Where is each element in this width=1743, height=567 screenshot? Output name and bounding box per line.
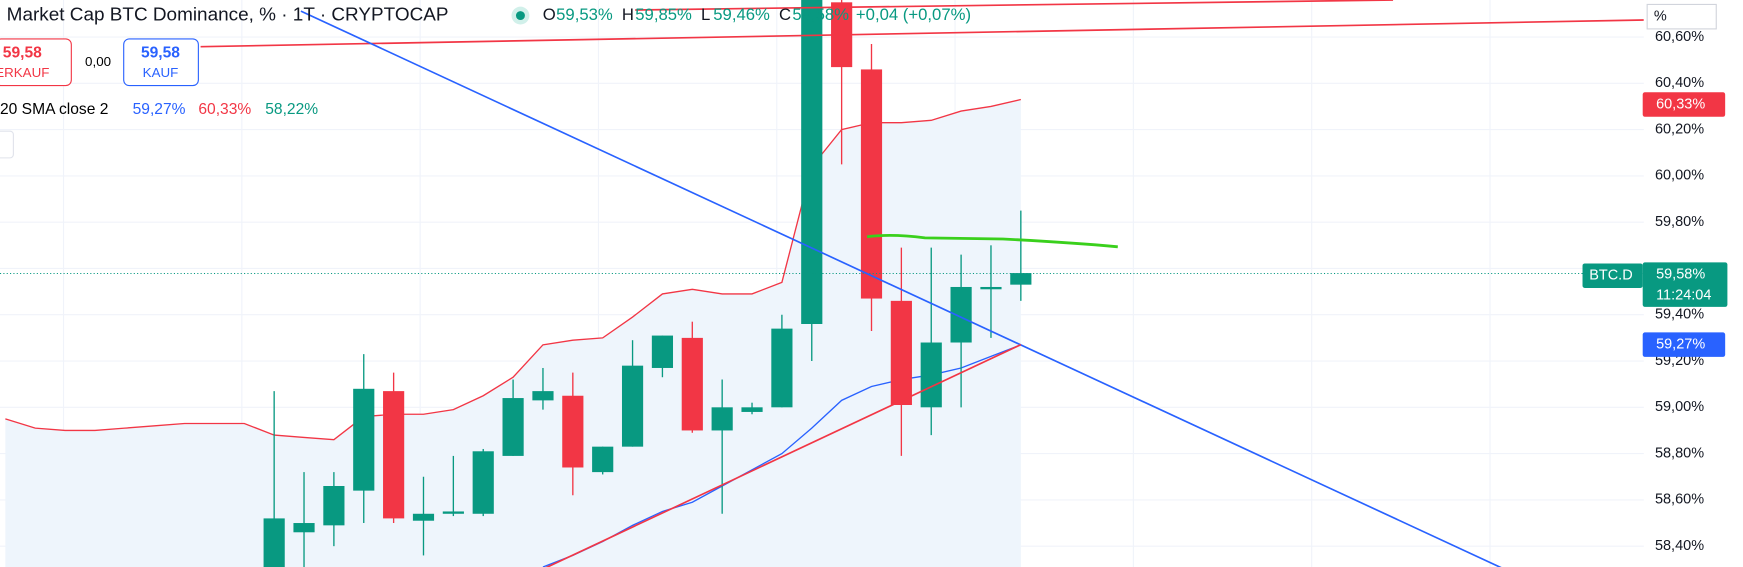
symbol-label: BTC.D xyxy=(1589,268,1632,284)
candle-body xyxy=(383,391,405,519)
hand-drawn-line xyxy=(866,234,1118,249)
candle-body xyxy=(681,337,703,431)
open-value: 59,53% xyxy=(556,5,613,24)
y-tick-label: 58,40% xyxy=(1655,538,1704,554)
unit-label: % xyxy=(1654,9,1667,25)
trendline xyxy=(545,343,1022,567)
y-tick-label: 60,40% xyxy=(1655,75,1704,91)
candle-body xyxy=(353,388,375,491)
candle-body xyxy=(412,513,435,521)
candle-body xyxy=(801,0,823,324)
collapse-button[interactable] xyxy=(0,130,14,159)
buy-label: KAUF xyxy=(143,65,179,80)
upper-band-label: 60,33% xyxy=(1656,96,1705,112)
y-tick-label: 59,80% xyxy=(1655,214,1704,230)
unit-box xyxy=(1646,3,1717,30)
candle-body xyxy=(502,398,524,456)
band-fill xyxy=(5,99,1021,567)
basis-label: 59,27% xyxy=(1656,336,1705,352)
buy-button[interactable] xyxy=(123,38,199,87)
countdown: 11:24:04 xyxy=(1656,288,1711,304)
candle-body xyxy=(950,286,972,343)
candle-body xyxy=(293,523,315,533)
candle-body xyxy=(263,518,285,567)
y-tick-label: 60,00% xyxy=(1655,168,1704,184)
y-tick-label: 58,80% xyxy=(1655,445,1704,461)
candle-body xyxy=(711,407,733,431)
spread: 0,00 xyxy=(85,54,111,69)
symbol-title: Market Cap BTC Dominance, % · 1T · CRYPT… xyxy=(7,5,449,26)
y-tick-label: 58,60% xyxy=(1655,492,1704,508)
close-key: C xyxy=(779,5,791,24)
candle-body xyxy=(980,286,1002,290)
price-scale-labels: % 60,33% BTC.D 59,58% 11:24:04 59,27% xyxy=(1582,3,1728,357)
y-tick-label: 60,60% xyxy=(1655,29,1704,45)
trendline xyxy=(300,10,1502,567)
candle-body xyxy=(442,511,464,514)
change: +0,04 (+0,07%) xyxy=(856,5,971,24)
price-label: 59,58% xyxy=(1656,266,1705,282)
candle-body xyxy=(741,407,763,412)
close-value: 59,58% xyxy=(792,5,849,24)
candle-body xyxy=(1010,273,1032,285)
trendline xyxy=(200,19,1644,48)
candle-body xyxy=(323,486,345,526)
sell-button[interactable] xyxy=(0,38,72,87)
plot-area xyxy=(5,0,1032,567)
candle-body xyxy=(920,342,942,408)
candle-body xyxy=(860,69,883,299)
indicator-basis: 59,27% xyxy=(133,101,186,118)
indicator-name: 20 SMA close 2 xyxy=(0,101,108,118)
y-tick-label: 59,40% xyxy=(1655,307,1704,323)
price-box xyxy=(1642,262,1728,307)
indicator-upper: 60,33% xyxy=(198,101,251,118)
buy-price: 59,58 xyxy=(141,44,180,61)
high-value: 59,85% xyxy=(635,5,692,24)
low-value: 59,46% xyxy=(713,5,770,24)
low-key: L xyxy=(701,5,710,24)
indicator-line xyxy=(5,98,1021,441)
candle-body xyxy=(621,365,644,447)
candle-body xyxy=(532,391,554,401)
drawings xyxy=(0,0,1644,567)
sell-price: 59,58 xyxy=(3,44,42,61)
basis-box xyxy=(1642,332,1726,357)
y-tick-label: 60,20% xyxy=(1655,121,1704,137)
status-dot xyxy=(515,11,525,21)
high-key: H xyxy=(622,5,634,24)
upper-band-box xyxy=(1642,92,1726,117)
candle-body xyxy=(562,395,584,468)
indicator-lower: 58,22% xyxy=(265,101,318,118)
candle-body xyxy=(472,451,494,514)
trendline xyxy=(635,0,1394,11)
legend: Market Cap BTC Dominance, % · 1T · CRYPT… xyxy=(0,5,971,159)
symbol-box xyxy=(1582,263,1643,288)
candle-body xyxy=(651,335,674,368)
candle-body xyxy=(890,300,912,405)
candle-body xyxy=(592,446,614,473)
y-tick-label: 59,00% xyxy=(1655,399,1704,415)
sell-label: ERKAUF xyxy=(0,65,49,80)
candle-body xyxy=(771,328,793,408)
open-key: O xyxy=(543,5,556,24)
